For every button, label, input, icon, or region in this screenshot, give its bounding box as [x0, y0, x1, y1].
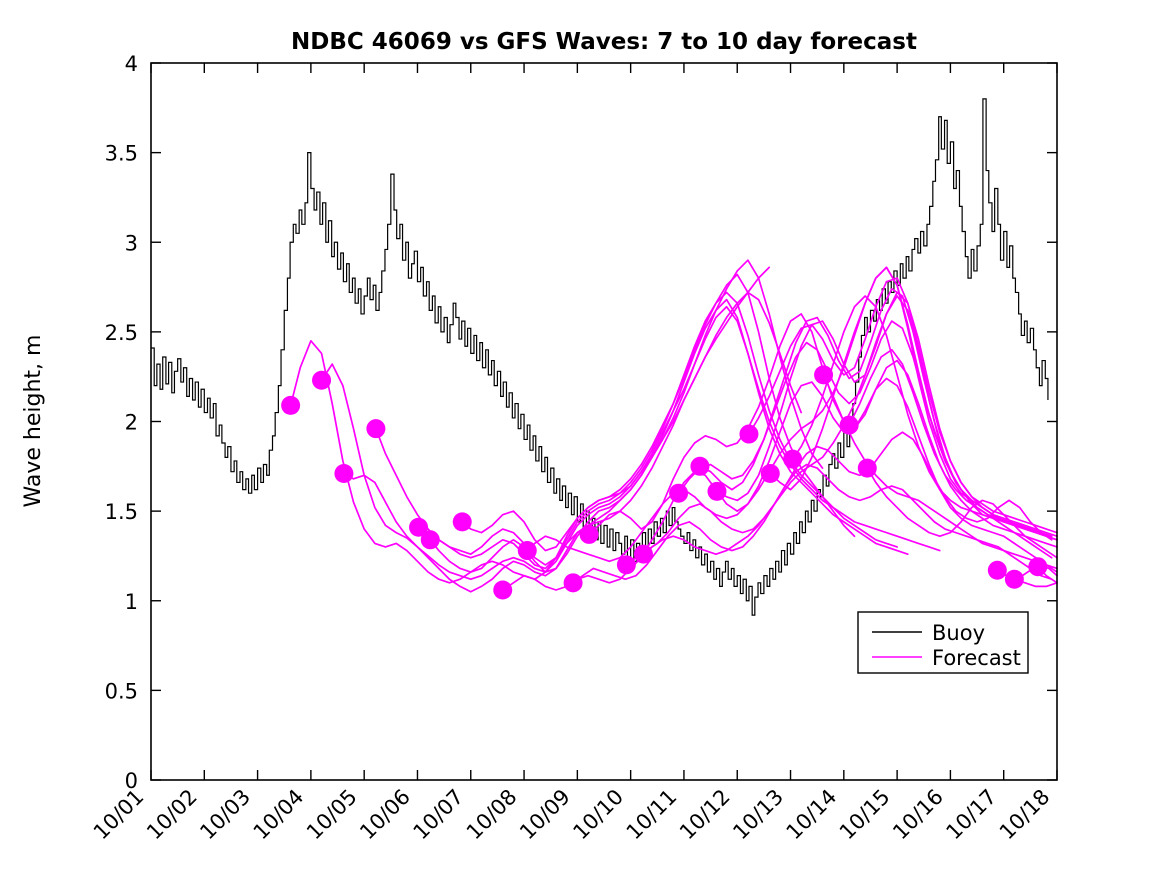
- series-line-forecast: [716, 291, 1058, 534]
- y-tick-label: 2.5: [105, 321, 138, 345]
- y-axis-ticks: 0 0.5 1 1.5 2 2.5 3 3.5 4: [105, 52, 1057, 793]
- legend-label-forecast: Forecast: [932, 646, 1021, 670]
- series-line-forecast: [429, 298, 909, 573]
- forecast-start-marker: [420, 530, 440, 550]
- forecast-start-marker: [669, 483, 689, 503]
- forecast-start-marker: [366, 419, 386, 439]
- forecast-start-marker: [814, 365, 834, 385]
- forecast-start-marker: [707, 481, 727, 501]
- legend-label-buoy: Buoy: [932, 621, 985, 645]
- forecast-start-marker: [857, 458, 877, 478]
- y-tick-label: 4: [125, 52, 138, 76]
- forecast-start-marker: [409, 517, 429, 537]
- forecast-start-marker: [281, 395, 301, 415]
- forecast-start-marker: [1004, 569, 1024, 589]
- plot-frame: [150, 62, 1058, 781]
- series-line-forecast: [461, 305, 941, 552]
- forecast-start-markers: [281, 365, 1048, 600]
- forecast-start-marker: [452, 512, 472, 532]
- y-tick-label: 1.5: [105, 500, 138, 524]
- chart-title: NDBC 46069 vs GFS Waves: 7 to 10 day for…: [291, 29, 917, 55]
- y-tick-label: 0.5: [105, 679, 138, 703]
- forecast-start-marker: [563, 573, 583, 593]
- series-line-forecast: [526, 266, 1005, 563]
- forecast-start-marker: [987, 560, 1007, 580]
- forecast-start-marker: [760, 463, 780, 483]
- forecast-start-marker: [493, 580, 513, 600]
- y-tick-label: 1: [125, 590, 138, 614]
- forecast-start-marker: [739, 424, 759, 444]
- y-tick-label: 2: [125, 411, 138, 435]
- forecast-start-marker: [579, 524, 599, 544]
- series-line-forecast: [625, 431, 1053, 566]
- series-line-forecast: [375, 273, 856, 570]
- forecast-start-marker: [1028, 557, 1048, 577]
- forecast-start-marker: [633, 544, 653, 564]
- y-tick-label: 0: [125, 769, 138, 793]
- series-line-forecast: [699, 288, 1053, 538]
- legend[interactable]: Buoy Forecast: [857, 611, 1029, 674]
- forecast-start-marker: [783, 449, 803, 469]
- series-line-forecast: [417, 291, 898, 566]
- series-line-forecast: [343, 259, 824, 581]
- series-line-forecast: [822, 374, 1058, 570]
- forecast-start-marker: [517, 541, 537, 561]
- y-tick-label: 3: [125, 231, 138, 255]
- forecast-start-marker: [616, 555, 636, 575]
- legend-box: [857, 611, 1029, 674]
- y-tick-label: 3.5: [105, 142, 138, 166]
- series-line-forecast: [848, 348, 1053, 559]
- forecast-start-marker: [690, 456, 710, 476]
- forecast-start-marker: [312, 370, 332, 390]
- series-line-forecast: [320, 291, 803, 593]
- forecast-start-marker: [839, 415, 859, 435]
- series-line-forecast: [866, 467, 1058, 559]
- forecast-start-marker: [334, 463, 354, 483]
- y-axis-title: Wave height, m: [21, 335, 46, 508]
